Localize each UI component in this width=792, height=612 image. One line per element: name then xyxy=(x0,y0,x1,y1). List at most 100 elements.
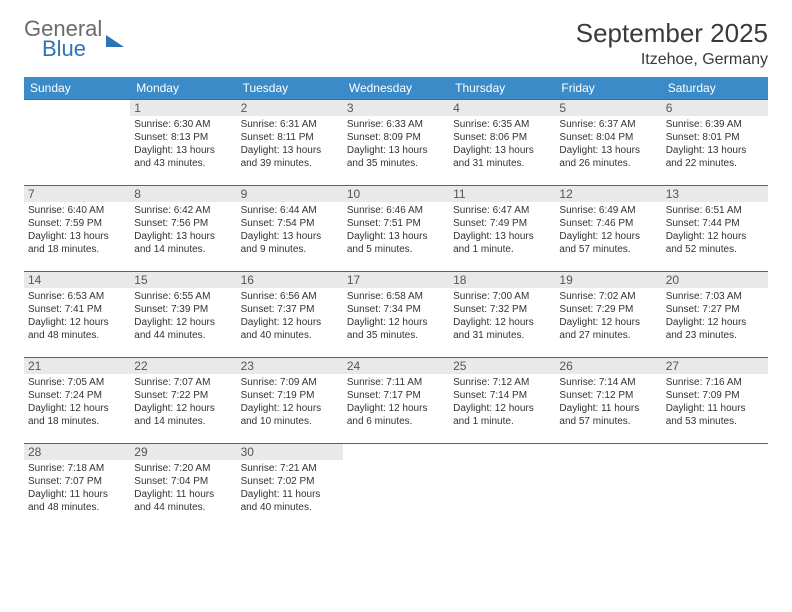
daylight-line: Daylight: 13 hours and 22 minutes. xyxy=(666,144,764,170)
day-cell: 15Sunrise: 6:55 AMSunset: 7:39 PMDayligh… xyxy=(130,272,236,358)
day-cell: 19Sunrise: 7:02 AMSunset: 7:29 PMDayligh… xyxy=(555,272,661,358)
sunrise-line: Sunrise: 7:07 AM xyxy=(134,376,232,389)
sunset-line: Sunset: 7:22 PM xyxy=(134,389,232,402)
daylight-line: Daylight: 13 hours and 43 minutes. xyxy=(134,144,232,170)
sunset-line: Sunset: 7:02 PM xyxy=(241,475,339,488)
sunset-line: Sunset: 7:39 PM xyxy=(134,303,232,316)
day-cell: 16Sunrise: 6:56 AMSunset: 7:37 PMDayligh… xyxy=(237,272,343,358)
daylight-line: Daylight: 13 hours and 18 minutes. xyxy=(28,230,126,256)
sunset-line: Sunset: 7:54 PM xyxy=(241,217,339,230)
daylight-line: Daylight: 13 hours and 35 minutes. xyxy=(347,144,445,170)
sunrise-line: Sunrise: 6:47 AM xyxy=(453,204,551,217)
day-details: Sunrise: 6:30 AMSunset: 8:13 PMDaylight:… xyxy=(134,118,232,170)
day-details: Sunrise: 6:51 AMSunset: 7:44 PMDaylight:… xyxy=(666,204,764,256)
sunset-line: Sunset: 8:01 PM xyxy=(666,131,764,144)
daylight-line: Daylight: 13 hours and 14 minutes. xyxy=(134,230,232,256)
sunrise-line: Sunrise: 7:12 AM xyxy=(453,376,551,389)
sunset-line: Sunset: 7:17 PM xyxy=(347,389,445,402)
day-details: Sunrise: 7:12 AMSunset: 7:14 PMDaylight:… xyxy=(453,376,551,428)
sunrise-line: Sunrise: 7:00 AM xyxy=(453,290,551,303)
sunrise-line: Sunrise: 6:42 AM xyxy=(134,204,232,217)
day-cell: 17Sunrise: 6:58 AMSunset: 7:34 PMDayligh… xyxy=(343,272,449,358)
day-details: Sunrise: 6:46 AMSunset: 7:51 PMDaylight:… xyxy=(347,204,445,256)
day-details: Sunrise: 7:03 AMSunset: 7:27 PMDaylight:… xyxy=(666,290,764,342)
day-details: Sunrise: 6:40 AMSunset: 7:59 PMDaylight:… xyxy=(28,204,126,256)
day-details: Sunrise: 6:47 AMSunset: 7:49 PMDaylight:… xyxy=(453,204,551,256)
sunrise-line: Sunrise: 7:18 AM xyxy=(28,462,126,475)
day-cell: 6Sunrise: 6:39 AMSunset: 8:01 PMDaylight… xyxy=(662,100,768,186)
sunrise-line: Sunrise: 6:33 AM xyxy=(347,118,445,131)
sunrise-line: Sunrise: 6:56 AM xyxy=(241,290,339,303)
day-number: 27 xyxy=(662,358,768,374)
day-cell: 27Sunrise: 7:16 AMSunset: 7:09 PMDayligh… xyxy=(662,358,768,444)
day-cell: 10 Sunrise: 6:46 AMSunset: 7:51 PMDayligh… xyxy=(343,186,449,272)
day-details: Sunrise: 7:14 AMSunset: 7:12 PMDaylight:… xyxy=(559,376,657,428)
day-cell: 12Sunrise: 6:49 AMSunset: 7:46 PMDayligh… xyxy=(555,186,661,272)
day-cell: 3Sunrise: 6:33 AMSunset: 8:09 PMDaylight… xyxy=(343,100,449,186)
day-number: 18 xyxy=(449,272,555,288)
day-number: 2 xyxy=(237,100,343,116)
week-row: 21Sunrise: 7:05 AMSunset: 7:24 PMDayligh… xyxy=(24,358,768,444)
sunrise-line: Sunrise: 6:35 AM xyxy=(453,118,551,131)
dow-tuesday: Tuesday xyxy=(237,77,343,100)
daylight-line: Daylight: 13 hours and 1 minute. xyxy=(453,230,551,256)
daylight-line: Daylight: 11 hours and 44 minutes. xyxy=(134,488,232,514)
day-number: 19 xyxy=(555,272,661,288)
sunset-line: Sunset: 7:24 PM xyxy=(28,389,126,402)
day-number: 22 xyxy=(130,358,236,374)
sunrise-line: Sunrise: 6:58 AM xyxy=(347,290,445,303)
day-details: Sunrise: 7:07 AMSunset: 7:22 PMDaylight:… xyxy=(134,376,232,428)
sunrise-line: Sunrise: 6:40 AM xyxy=(28,204,126,217)
sunset-line: Sunset: 8:11 PM xyxy=(241,131,339,144)
day-cell: 2 Sunrise: 6:31 AMSunset: 8:11 PMDaylight… xyxy=(237,100,343,186)
sunset-line: Sunset: 7:12 PM xyxy=(559,389,657,402)
day-details: Sunrise: 7:21 AMSunset: 7:02 PMDaylight:… xyxy=(241,462,339,514)
day-cell: 24Sunrise: 7:11 AMSunset: 7:17 PMDayligh… xyxy=(343,358,449,444)
day-number: 10 xyxy=(343,186,449,202)
day-number: 23 xyxy=(237,358,343,374)
day-cell: 20Sunrise: 7:03 AMSunset: 7:27 PMDayligh… xyxy=(662,272,768,358)
daylight-line: Daylight: 13 hours and 31 minutes. xyxy=(453,144,551,170)
day-details: Sunrise: 6:39 AMSunset: 8:01 PMDaylight:… xyxy=(666,118,764,170)
day-number: 25 xyxy=(449,358,555,374)
daylight-line: Daylight: 11 hours and 40 minutes. xyxy=(241,488,339,514)
day-number: 11 xyxy=(449,186,555,202)
dow-monday: Monday xyxy=(130,77,236,100)
daylight-line: Daylight: 12 hours and 57 minutes. xyxy=(559,230,657,256)
day-cell: 5Sunrise: 6:37 AMSunset: 8:04 PMDaylight… xyxy=(555,100,661,186)
day-number: 28 xyxy=(24,444,130,460)
sunrise-line: Sunrise: 7:03 AM xyxy=(666,290,764,303)
day-details: Sunrise: 6:56 AMSunset: 7:37 PMDaylight:… xyxy=(241,290,339,342)
day-cell: 23Sunrise: 7:09 AMSunset: 7:19 PMDayligh… xyxy=(237,358,343,444)
week-row: 7Sunrise: 6:40 AMSunset: 7:59 PMDaylight… xyxy=(24,186,768,272)
day-details: Sunrise: 6:53 AMSunset: 7:41 PMDaylight:… xyxy=(28,290,126,342)
sunset-line: Sunset: 7:32 PM xyxy=(453,303,551,316)
location: Itzehoe, Germany xyxy=(576,51,768,69)
daylight-line: Daylight: 12 hours and 6 minutes. xyxy=(347,402,445,428)
sunrise-line: Sunrise: 6:46 AM xyxy=(347,204,445,217)
title-block: September 2025 Itzehoe, Germany xyxy=(576,18,768,69)
day-number: 14 xyxy=(24,272,130,288)
day-number: 17 xyxy=(343,272,449,288)
day-cell xyxy=(449,444,555,530)
day-details: Sunrise: 6:42 AMSunset: 7:56 PMDaylight:… xyxy=(134,204,232,256)
dow-friday: Friday xyxy=(555,77,661,100)
sunrise-line: Sunrise: 6:30 AM xyxy=(134,118,232,131)
day-details: Sunrise: 6:55 AMSunset: 7:39 PMDaylight:… xyxy=(134,290,232,342)
day-number: 30 xyxy=(237,444,343,460)
sunrise-line: Sunrise: 6:55 AM xyxy=(134,290,232,303)
daylight-line: Daylight: 12 hours and 1 minute. xyxy=(453,402,551,428)
month-title: September 2025 xyxy=(576,18,768,49)
daylight-line: Daylight: 11 hours and 53 minutes. xyxy=(666,402,764,428)
sunrise-line: Sunrise: 6:31 AM xyxy=(241,118,339,131)
sunset-line: Sunset: 7:46 PM xyxy=(559,217,657,230)
sunrise-line: Sunrise: 6:44 AM xyxy=(241,204,339,217)
daylight-line: Daylight: 13 hours and 39 minutes. xyxy=(241,144,339,170)
day-number: 13 xyxy=(662,186,768,202)
daylight-line: Daylight: 12 hours and 35 minutes. xyxy=(347,316,445,342)
day-number: 12 xyxy=(555,186,661,202)
daylight-line: Daylight: 13 hours and 9 minutes. xyxy=(241,230,339,256)
sunset-line: Sunset: 7:44 PM xyxy=(666,217,764,230)
day-cell: 4Sunrise: 6:35 AMSunset: 8:06 PMDaylight… xyxy=(449,100,555,186)
sunset-line: Sunset: 7:56 PM xyxy=(134,217,232,230)
